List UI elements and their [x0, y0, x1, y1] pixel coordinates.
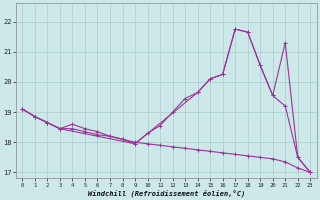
X-axis label: Windchill (Refroidissement éolien,°C): Windchill (Refroidissement éolien,°C) — [88, 189, 245, 197]
